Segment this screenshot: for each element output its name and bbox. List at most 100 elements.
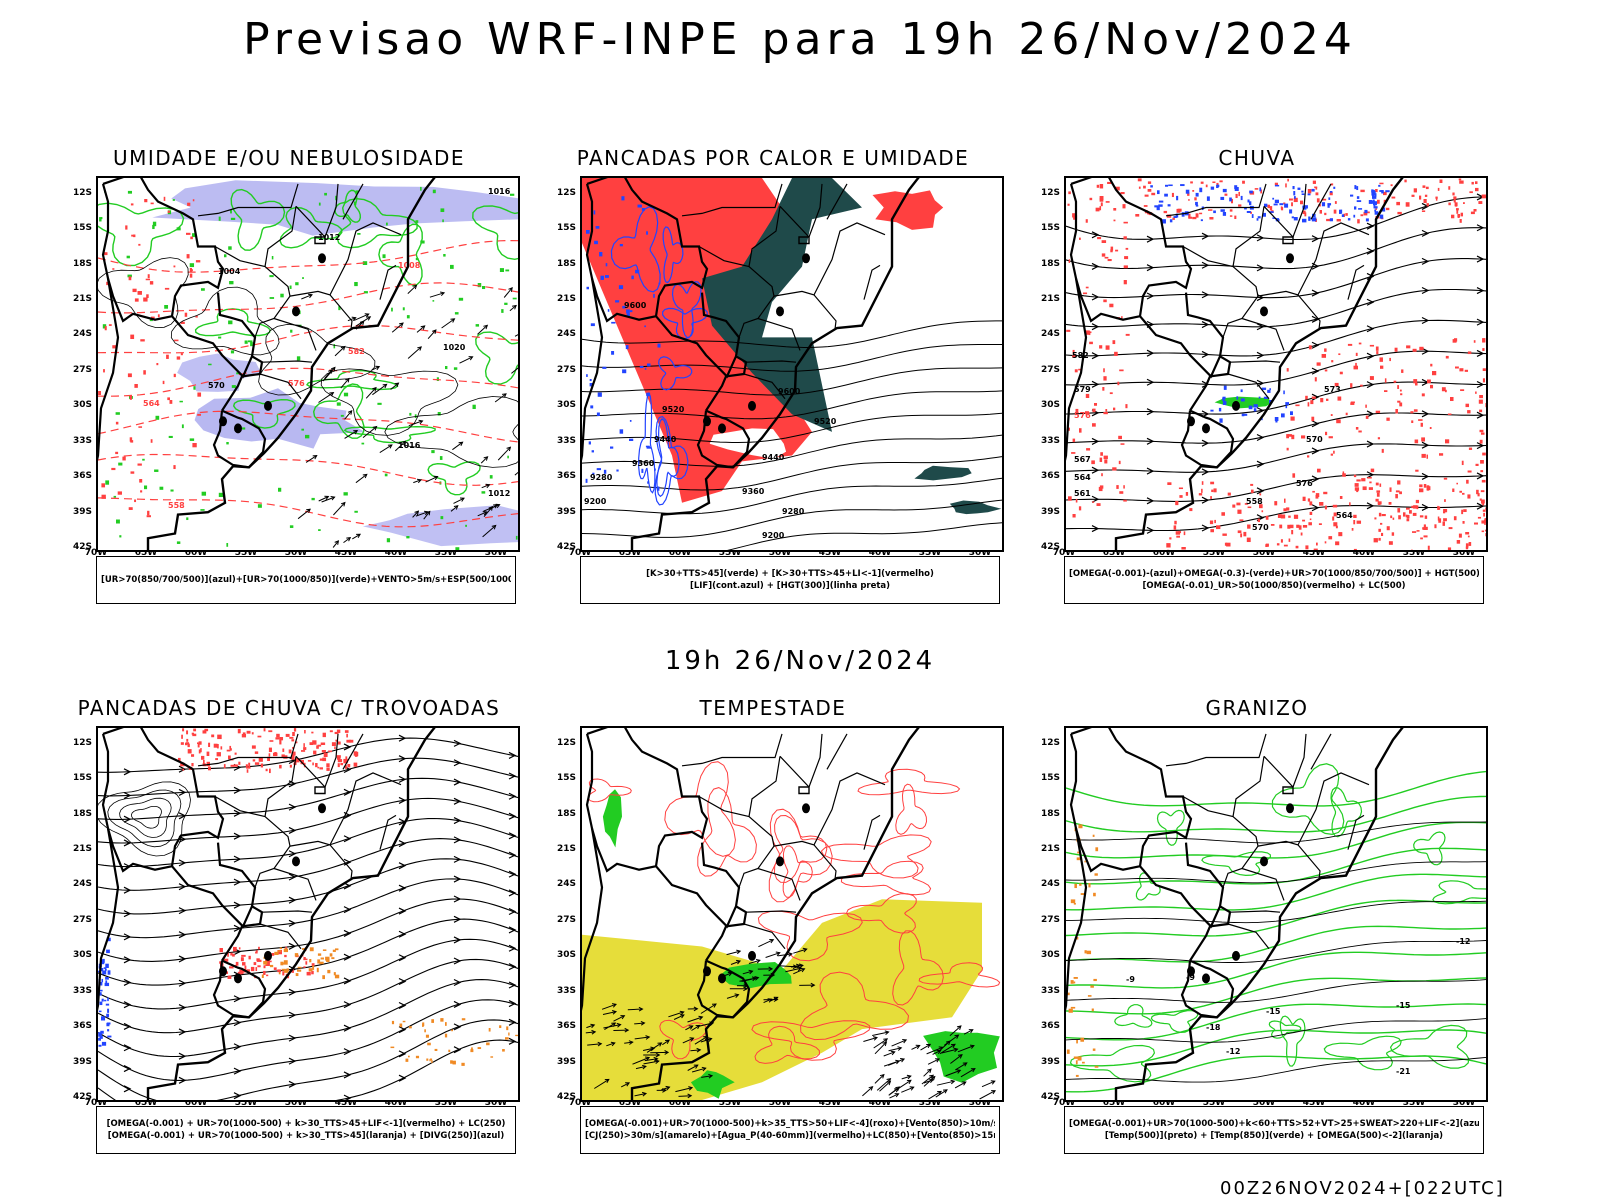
lat-tick-label: 33S [556,435,576,446]
lon-tick-label: 35W [918,1098,942,1108]
lake-marker [703,966,711,977]
contour-label: 9200 [584,497,607,506]
lat-tick-label: 21S [72,844,92,854]
field-layer: -9 -12 -15 -18 -21 -12 -15 -9 [1066,763,1486,1093]
state-border [254,295,291,338]
country-border [98,828,120,1011]
lat-tick-label: 30S [556,400,576,411]
contour-label: 561 [1074,489,1091,498]
lat-tick-label: 39S [1040,506,1060,517]
state-border [745,360,797,363]
state-border [295,183,339,239]
lat-tick-label: 39S [72,1056,92,1067]
lat-tick-label: 24S [72,879,92,890]
map-chuva: 582 579 576 573 570 567 564 561 558 576 570 564 [1064,176,1488,552]
state-border [1165,733,1267,767]
main-title: Previsao WRF-INPE para 19h 26/Nov/2024 [243,14,1357,65]
contour-label: 1016 [488,187,511,196]
state-border [757,867,801,901]
legend-line: [OMEGA(-0.001) + UR>70(1000-500) + k>30_… [106,1119,506,1129]
contour-label: 576 [288,379,305,388]
country-border [1180,959,1235,1019]
lake-marker [219,416,227,427]
lat-tick-label: 15S [556,223,576,234]
contour-label: 564 [1336,511,1353,520]
country-border [101,728,225,873]
lat-tick-label: 33S [72,435,92,446]
country-border [1139,842,1225,929]
lat-tick-label: 24S [1040,879,1060,890]
map-canvas: 582 579 576 573 570 567 564 561 558 576 570 564 [1066,178,1486,550]
country-border [1189,355,1232,412]
lat-tick-label: 42S [72,1092,92,1102]
contour-label: 1012 [488,489,510,498]
panel-trovoadas: PANCADAS DE CHUVA C/ TROVOADAS 12S 15S 18S 2… [54,696,524,1176]
country-border [655,842,741,929]
lake-marker [234,423,242,434]
lon-tick-label: 30W [484,1098,508,1108]
state-border [259,373,302,400]
lon-tick-label: 40W [868,1098,892,1108]
state-border [254,845,291,888]
lake-marker [1187,416,1195,427]
contour-label: -9 [1186,973,1195,982]
lat-tick-label: 12S [556,737,576,748]
panel-tempestade: TEMPESTADE 12S 15S 18S 21S 24S 27S 30S 33S 36S 39S… [538,696,1008,1176]
state-border [1263,183,1307,239]
state-border [863,264,881,300]
contour-label: 9200 [762,531,785,540]
contour-label: 570 [1252,523,1269,532]
lake-marker [264,400,272,411]
contour-label: 1004 [218,267,241,276]
contour-label: 558 [1246,497,1263,506]
field-layer: 1016 1012 1008 1004 1020 570 576 582 564 558 1012 1… [98,180,518,550]
lake-marker [1232,950,1240,961]
lat-tick-label: 21S [72,294,92,304]
lat-tick-label: 36S [1040,1021,1060,1032]
lat-tick-label: 15S [1040,773,1060,784]
field-layer: 9600 9520 9440 9360 9280 9200 9600 9520 9440 9360… [582,178,1002,550]
state-border [1182,245,1259,297]
lat-tick-label: 33S [556,985,576,996]
country-border [705,905,748,962]
contour-label: 582 [1072,351,1089,360]
lake-marker [703,416,711,427]
state-border [826,183,848,220]
country-border [696,959,751,1019]
contour-label: 570 [1306,435,1323,444]
lon-tick-label: 40W [384,548,408,558]
lon-tick-label: 65W [134,548,158,558]
contour-label: 558 [168,501,185,510]
state-border [379,264,397,300]
contour-label: 1016 [398,441,421,450]
lat-tick-label: 39S [556,1056,576,1067]
contour-label: 567 [1074,455,1091,464]
legend-line: [LIF](cont.azul) + [HGT(300)](linha pret… [689,581,891,591]
country-border [1066,278,1088,461]
state-border [779,183,823,239]
panel-title: TEMPESTADE [699,696,847,720]
lat-tick-label: 27S [1040,364,1060,375]
lon-tick-label: 60W [668,548,692,558]
lon-tick-label: 65W [618,1098,642,1108]
lake-marker [234,973,242,984]
lat-tick-label: 24S [556,329,576,340]
state-border [863,814,881,850]
state-border [273,867,317,901]
country-border [171,292,257,379]
lat-tick-label: 36S [72,1021,92,1032]
state-border [197,733,299,767]
legend-line: [OMEGA(-0.01)_UR>50(1000/850)(vermelho) … [1142,581,1406,591]
panel-title: GRANIZO [1205,696,1309,720]
state-border [813,772,886,846]
lat-tick-label: 30S [72,950,92,961]
state-border [329,222,402,296]
lake-marker [1286,803,1294,814]
state-border [698,245,775,297]
state-border [748,756,781,817]
lake-marker [292,856,300,867]
map-granizo: -9 -12 -15 -18 -21 -12 -15 -9 [1064,726,1488,1102]
state-border [261,360,313,363]
lon-tick-label: 40W [1352,1098,1376,1108]
lat-tick-label: 18S [1040,808,1060,819]
